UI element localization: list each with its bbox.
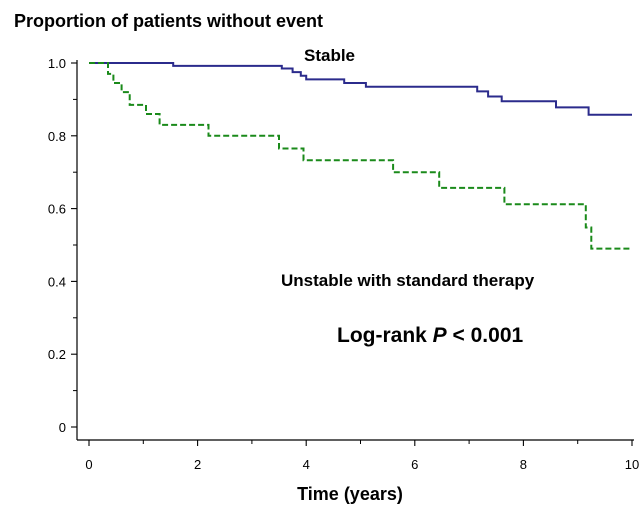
x-tick-label: 10 [625, 457, 639, 472]
series-line-stable [89, 62, 632, 116]
axes [76, 60, 634, 441]
y-tick-label: 0.4 [48, 274, 66, 289]
series-label-stable: Stable [304, 46, 355, 65]
series-line-unstable [89, 62, 632, 250]
x-tick-label: 8 [520, 457, 527, 472]
x-tick-label: 6 [411, 457, 418, 472]
x-tick-label: 4 [303, 457, 310, 472]
logrank-annotation: Log-rank P < 0.001 [337, 324, 523, 347]
y-tick-label: 0 [59, 420, 66, 435]
chart-title: Proportion of patients without event [14, 11, 323, 31]
series-label-unstable: Unstable with standard therapy [281, 271, 535, 290]
ticks: 0 0.2 0.4 0.6 0.8 1.0 0 2 4 6 8 10 [48, 56, 639, 472]
x-tick-label: 2 [194, 457, 201, 472]
y-tick-label: 1.0 [48, 56, 66, 71]
x-tick-label: 0 [85, 457, 92, 472]
series-layer [89, 62, 632, 250]
y-tick-label: 0.2 [48, 347, 66, 362]
x-axis-label: Time (years) [297, 484, 403, 504]
y-tick-label: 0.6 [48, 202, 66, 217]
y-tick-label: 0.8 [48, 129, 66, 144]
